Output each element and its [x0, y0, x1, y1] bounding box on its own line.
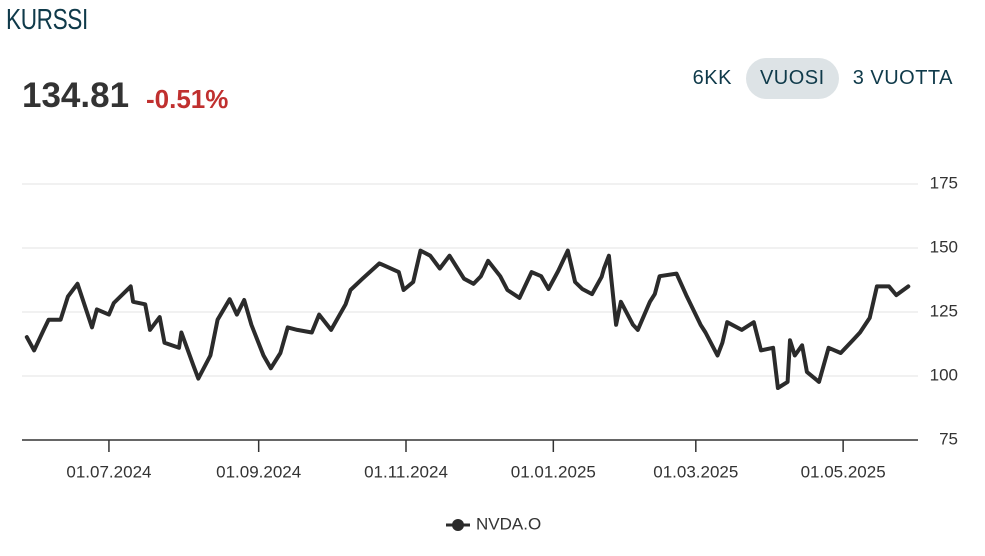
x-tick-label: 01.09.2024: [216, 462, 301, 481]
range-button[interactable]: VUOSI: [745, 58, 839, 99]
y-tick-label: 175: [930, 173, 958, 192]
widget-title: KURSSI: [6, 4, 88, 36]
x-tick-label: 01.01.2025: [511, 462, 596, 481]
legend-label: NVDA.O: [476, 514, 541, 533]
price-line: [24, 248, 911, 390]
y-tick-label: 150: [930, 237, 958, 256]
price: 134.81: [22, 76, 130, 115]
y-tick-label: 75: [939, 429, 958, 448]
x-tick-label: 01.07.2024: [66, 462, 151, 481]
y-tick-label: 100: [930, 365, 958, 384]
legend-icon-dot: [452, 519, 464, 531]
range-button[interactable]: 6KK: [692, 67, 732, 89]
price-change: -0.51%: [146, 84, 229, 114]
range-button[interactable]: 3 VUOTTA: [852, 67, 953, 89]
x-tick-label: 01.11.2024: [364, 462, 448, 481]
y-tick-label: 125: [930, 301, 958, 320]
range-selector: 6KK VUOSI 3 VUOTTA: [679, 58, 967, 99]
x-tick-label: 01.03.2025: [653, 462, 738, 481]
x-tick-label: 01.05.2025: [801, 462, 886, 481]
